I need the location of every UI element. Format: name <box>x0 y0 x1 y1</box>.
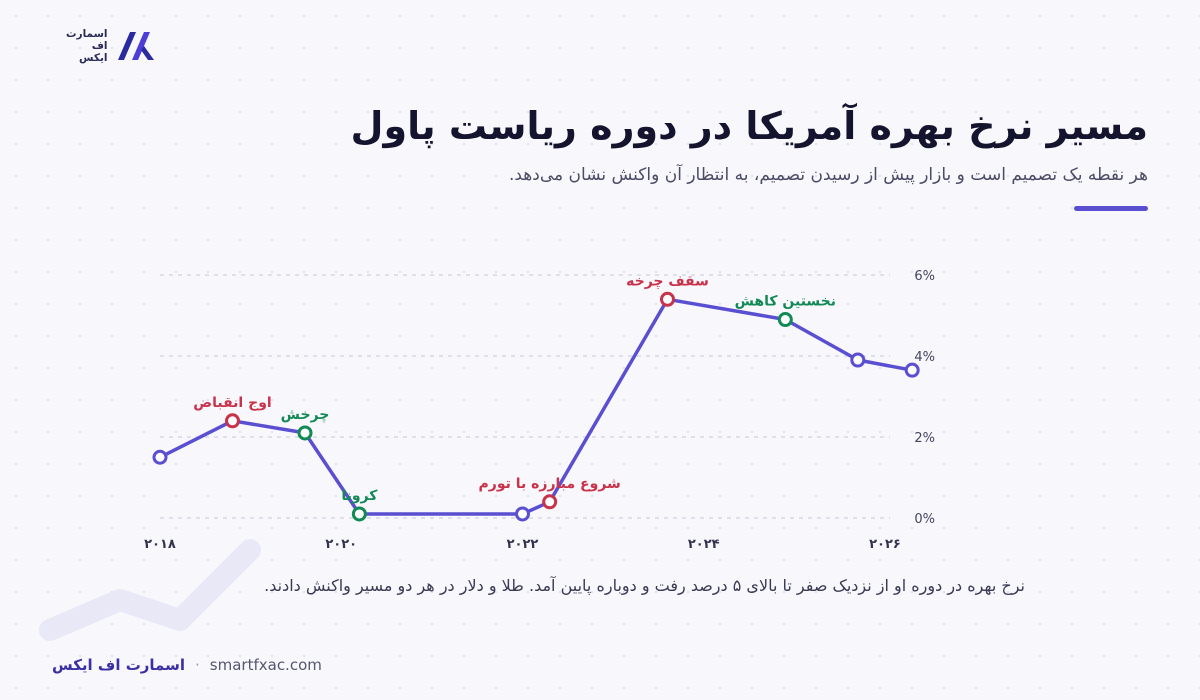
data-point <box>904 362 920 378</box>
x-tick-label: ۲۰۲۴ <box>688 537 720 552</box>
data-point <box>515 506 530 522</box>
x-tick-label: ۲۰۲۲ <box>507 537 539 552</box>
point-annotation-label: نخستین کاهش <box>735 294 836 310</box>
footer: اسمارت اف ایکس · smartfxac.com <box>52 656 322 674</box>
logo-line-1: اسمارت <box>66 28 108 40</box>
data-point <box>351 506 367 522</box>
y-tick-label: 2% <box>914 431 935 446</box>
x-axis-tick-labels: ۲۰۱۸ ۲۰۲۰ ۲۰۲۲ ۲۰۲۴ ۲۰۲۶ <box>144 537 901 552</box>
logo-line-2: اف <box>91 40 108 52</box>
footer-website-link[interactable]: smartfxac.com <box>209 656 322 674</box>
brand-logo: اسمارت اف ایکس <box>66 24 176 68</box>
y-tick-label: 6% <box>914 269 935 284</box>
data-point <box>152 449 168 465</box>
point-annotation-label: چرخش <box>281 407 330 423</box>
y-axis-tick-labels: 0% 2% 4% 6% <box>914 269 935 527</box>
point-annotations: اوج انقباض چرخش کرونا شروع مبارزه با تورم سق… <box>193 273 836 504</box>
page-title: مسیر نرخ بهره آمریکا در دوره ریاست پاول <box>350 104 1148 148</box>
x-tick-label: ۲۰۲۰ <box>325 537 357 552</box>
x-tick-label: ۲۰۱۸ <box>144 537 176 552</box>
data-point <box>225 413 240 429</box>
page-subtitle: هر نقطه یک تصمیم است و بازار پیش از رسید… <box>508 165 1148 185</box>
data-point <box>850 352 866 368</box>
decorative-trend-arrow <box>39 539 261 641</box>
y-tick-label: 0% <box>914 512 935 527</box>
point-annotation-label: کرونا <box>341 488 378 504</box>
data-point <box>777 312 793 328</box>
data-point <box>297 425 313 441</box>
point-annotation-label: اوج انقباض <box>193 395 271 411</box>
y-tick-label: 4% <box>914 350 935 365</box>
data-point <box>660 291 675 307</box>
logo-line-3: ایکس <box>79 52 108 64</box>
data-points <box>152 291 920 522</box>
logo-wordmark: اسمارت اف ایکس <box>66 28 108 64</box>
data-point <box>542 494 558 510</box>
logo-mark-icon <box>117 32 154 60</box>
footer-brand-name: اسمارت اف ایکس <box>52 656 186 674</box>
point-annotation-label: شروع مبارزه با تورم <box>479 476 621 492</box>
point-annotation-label: سقف چرخه <box>626 273 709 289</box>
title-accent-line <box>1074 206 1148 211</box>
series-line <box>158 297 914 516</box>
chart-footnote: نرخ بهره در دوره او از نزدیک صفر تا بالا… <box>264 576 1025 595</box>
x-tick-label: ۲۰۲۶ <box>869 537 901 552</box>
footer-separator: · <box>195 656 200 674</box>
